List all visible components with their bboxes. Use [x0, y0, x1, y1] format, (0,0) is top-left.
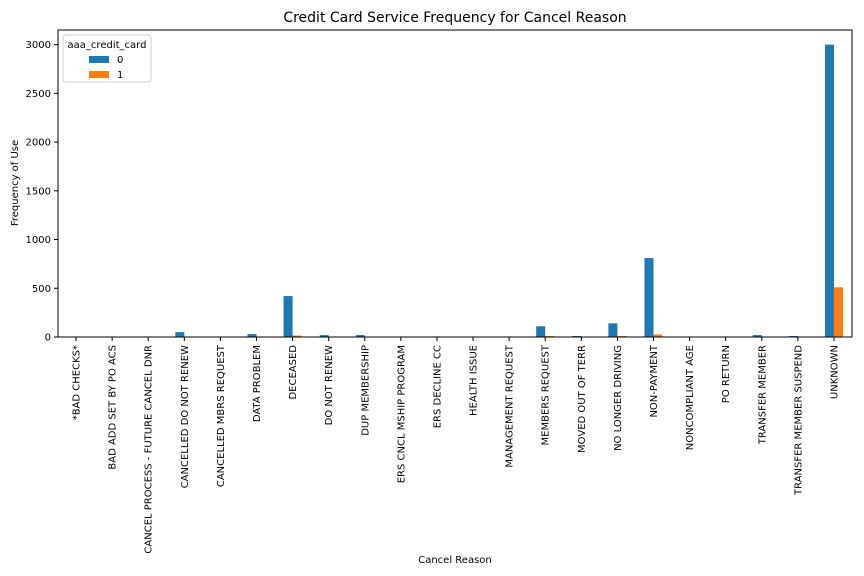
x-tick-label-3: CANCELLED DO NOT RENEW [180, 345, 191, 488]
x-tick-label-20: TRANSFER MEMBER SUSPEND [793, 345, 804, 496]
bar-series-0-16 [644, 258, 654, 337]
y-tick-label-2000: 2000 [26, 138, 51, 149]
bar-series-0-19 [752, 335, 762, 337]
y-tick-label-500: 500 [32, 284, 51, 295]
x-tick-label-5: DATA PROBLEM [252, 345, 263, 422]
legend: aaa_credit_card 0 1 [62, 34, 152, 83]
y-tick-label-2500: 2500 [26, 89, 51, 100]
bar-series-0-3 [175, 332, 185, 337]
y-tick-label-0: 0 [45, 333, 51, 344]
bars-layer [67, 44, 843, 338]
x-tick-label-7: DO NOT RENEW [324, 345, 335, 425]
x-tick-label-21: UNKNOWN [829, 345, 840, 399]
plot-frame [57, 29, 853, 338]
x-tick-label-4: CANCELLED MBRS REQUEST [216, 344, 227, 487]
x-tick-label-1: BAD ADD SET BY PO ACS [108, 345, 119, 470]
x-tick-label-17: NONCOMPLIANT AGE [685, 345, 696, 450]
bar-series-0-13 [536, 326, 546, 337]
axes-layer: 0 500 1000 1500 2000 2500 3000 *BAD CHECKS* BAD … [26, 29, 853, 554]
x-tick-label-14: MOVED OUT OF TERR [577, 345, 588, 453]
y-tick-label-1000: 1000 [26, 235, 51, 246]
bar-series-0-6 [283, 296, 293, 337]
legend-label-1: 1 [117, 70, 123, 81]
x-tick-label-19: TRANSFER MEMBER [757, 345, 768, 445]
y-tick-label-3000: 3000 [26, 40, 51, 51]
x-tick-label-2: CANCEL PROCESS - FUTURE CANCEL DNR [144, 345, 155, 554]
legend-swatch-0 [89, 56, 109, 63]
legend-label-0: 0 [117, 55, 123, 66]
bar-series-1-6 [292, 335, 302, 337]
x-tick-label-13: MEMBERS REQUEST [541, 344, 552, 445]
bar-series-0-8 [355, 335, 365, 337]
x-tick-label-0: *BAD CHECKS* [72, 345, 83, 420]
x-tick-label-6: DECEASED [288, 345, 299, 400]
bar-series-1-21 [833, 287, 843, 337]
bar-series-0-21 [824, 44, 834, 338]
x-tick-label-9: ERS CNCL MSHIP PROGRAM [396, 345, 407, 483]
legend-swatch-1 [89, 71, 109, 78]
x-tick-label-8: DUP MEMBERSHIP [360, 345, 371, 436]
x-tick-label-12: MANAGEMENT REQUEST [505, 344, 516, 468]
legend-title: aaa_credit_card [68, 40, 147, 51]
x-tick-label-11: HEALTH ISSUE [469, 345, 480, 416]
bar-series-0-7 [319, 335, 329, 337]
y-axis-label: Frequency of Use [10, 140, 21, 226]
bar-series-0-15 [608, 323, 618, 337]
bar-series-0-5 [247, 334, 257, 337]
y-tick-label-1500: 1500 [26, 186, 51, 197]
bar-series-1-16 [653, 334, 663, 337]
x-tick-label-10: ERS DECLINE CC [432, 345, 443, 428]
x-tick-label-15: NO LONGER DRIVING [613, 345, 624, 451]
chart-title: Credit Card Service Frequency for Cancel… [283, 10, 626, 26]
x-tick-label-18: PO RETURN [721, 345, 732, 403]
x-axis-label: Cancel Reason [418, 555, 492, 566]
x-tick-label-16: NON-PAYMENT [649, 344, 660, 417]
